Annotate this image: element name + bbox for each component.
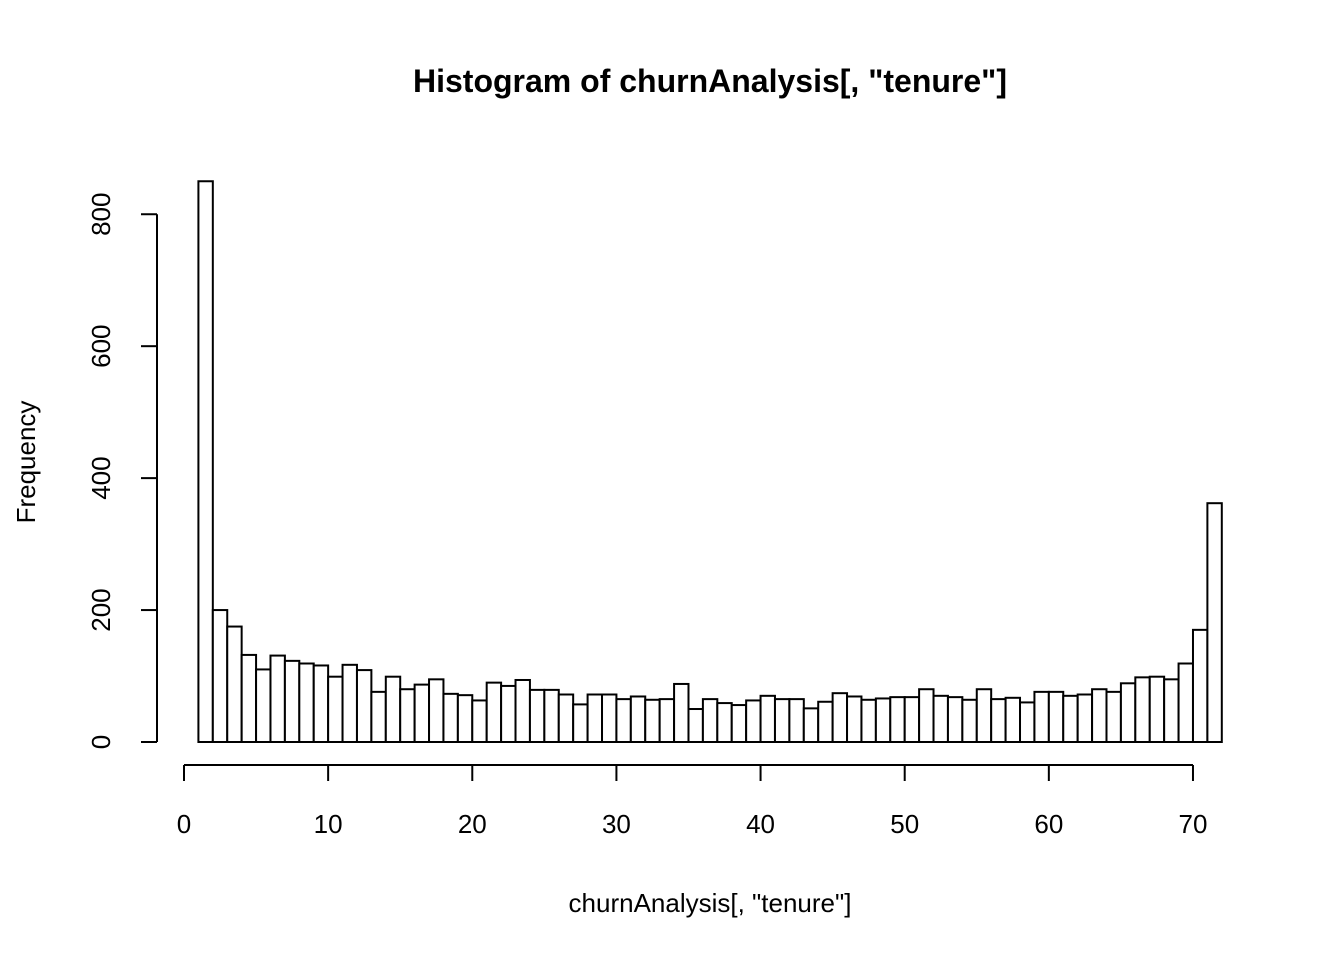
histogram-bar — [687, 708, 704, 744]
histogram-bar — [471, 699, 488, 744]
x-axis: 0 10 20 30 40 50 60 70 — [177, 764, 1208, 839]
x-tick-label: 20 — [458, 809, 487, 839]
y-tick-label: 200 — [86, 588, 116, 631]
histogram-bar — [283, 659, 301, 743]
x-tick-label: 30 — [602, 809, 631, 839]
histogram-bar — [759, 694, 776, 744]
histogram-bar — [1033, 690, 1050, 743]
histogram-bar — [874, 697, 892, 744]
histogram-bar — [1206, 502, 1223, 743]
histogram-bar — [197, 180, 214, 743]
histogram-bar — [629, 695, 647, 743]
histogram-bar — [543, 688, 560, 744]
x-tick-label: 60 — [1034, 809, 1063, 839]
histogram-bar — [773, 698, 791, 743]
histogram-bar — [269, 654, 286, 744]
histogram-bar — [1019, 701, 1036, 743]
x-tick-label: 70 — [1179, 809, 1208, 839]
y-axis-label: Frequency — [11, 401, 41, 524]
histogram-bar — [1177, 662, 1194, 743]
x-tick-label: 0 — [177, 809, 191, 839]
histogram-bar — [370, 690, 387, 743]
histogram-bar — [355, 669, 373, 744]
histogram-bar — [298, 662, 315, 743]
histogram-bar — [846, 695, 863, 743]
histogram-bar — [428, 678, 445, 744]
histogram-bar — [456, 694, 474, 743]
histogram-bar — [312, 664, 330, 743]
histogram-bar — [673, 682, 690, 744]
histogram-bar — [701, 698, 719, 743]
histogram-bar — [1119, 682, 1137, 743]
histogram-bar — [802, 707, 820, 743]
histogram-bar — [586, 693, 604, 743]
x-axis-label: churnAnalysis[, "tenure"] — [569, 888, 852, 918]
histogram-bar — [961, 698, 978, 744]
histogram-bar — [1076, 693, 1094, 743]
histogram-bar — [990, 698, 1007, 743]
histogram-bar — [601, 693, 618, 743]
histogram-bar — [1091, 688, 1108, 743]
histogram-bar — [485, 681, 503, 744]
histogram-bar — [1148, 675, 1166, 743]
histogram-bar — [788, 698, 805, 743]
histogram-bar — [557, 693, 575, 743]
bars-group — [197, 180, 1223, 744]
histogram-bar — [817, 700, 834, 744]
x-tick-label: 40 — [746, 809, 775, 839]
x-tick-label: 10 — [314, 809, 343, 839]
histogram-bar — [946, 696, 964, 744]
histogram-bar — [730, 704, 748, 743]
histogram-bar — [716, 702, 733, 744]
histogram-bar — [384, 675, 402, 743]
histogram-bar — [327, 675, 344, 743]
chart-title: Histogram of churnAnalysis[, "tenure"] — [413, 63, 1007, 99]
histogram-bar — [211, 609, 229, 743]
histogram-bar — [1062, 694, 1079, 744]
histogram-bar — [240, 653, 258, 743]
y-tick-label: 800 — [86, 193, 116, 236]
histogram-bar — [1105, 690, 1122, 743]
histogram-bar — [745, 699, 762, 744]
histogram-bar — [932, 694, 949, 744]
histogram-bar — [572, 703, 589, 744]
x-tick-label: 50 — [890, 809, 919, 839]
histogram-bar — [413, 683, 431, 743]
histogram-bar — [975, 688, 993, 743]
histogram-bar — [918, 688, 935, 743]
histogram-bar — [1134, 676, 1151, 743]
histogram-bar — [831, 692, 849, 743]
y-tick-label: 0 — [86, 735, 116, 749]
histogram-bar — [226, 625, 243, 743]
histogram-bar — [1047, 690, 1065, 743]
y-tick-label: 400 — [86, 456, 116, 499]
histogram-bar — [255, 668, 272, 743]
histogram-bar — [514, 678, 531, 743]
histogram-bar — [1191, 628, 1209, 743]
histogram-bar — [341, 663, 358, 744]
histogram-bar — [442, 692, 459, 744]
y-axis: 0 200 400 600 800 — [86, 193, 158, 749]
histogram-bar — [658, 698, 676, 743]
histogram-bar — [889, 696, 906, 744]
histogram-bar — [860, 698, 877, 744]
histogram-bar — [903, 696, 921, 744]
histogram-bar — [399, 688, 416, 743]
histogram-bar — [615, 698, 632, 743]
histogram-bar — [528, 688, 546, 744]
histogram-bar — [1004, 696, 1022, 743]
histogram-bar — [1163, 678, 1180, 744]
histogram-bar — [644, 698, 661, 744]
histogram-bar — [500, 684, 517, 743]
y-tick-label: 600 — [86, 324, 116, 367]
